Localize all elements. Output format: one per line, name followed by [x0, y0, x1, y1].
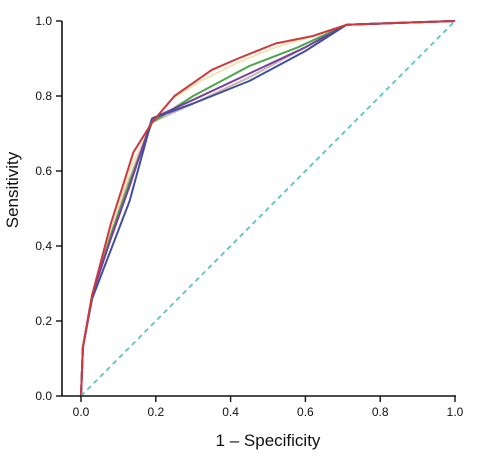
x-tick-label: 0.4 [222, 405, 239, 419]
x-tick-label: 1.0 [447, 405, 464, 419]
axes-layer [61, 21, 456, 397]
y-tick-label: 1.0 [35, 14, 52, 28]
y-tick-label: 0.6 [35, 164, 52, 178]
x-tick-label: 0.2 [147, 405, 164, 419]
x-tick-label: 0.0 [73, 405, 90, 419]
y-tick-label: 0.0 [35, 389, 52, 403]
ticks-layer: 0.0 0.2 0.4 0.6 0.8 1.0 0.0 0.2 0.4 0.6 0.8 1.0 [35, 14, 463, 419]
x-tick-label: 0.8 [372, 405, 389, 419]
roc-curve-6 [80, 20, 456, 397]
y-tick-label: 0.8 [35, 89, 52, 103]
reference-diagonal-line [80, 20, 456, 397]
y-tick-label: 0.4 [35, 239, 52, 253]
y-axis-title: Sensitivity [3, 151, 22, 228]
y-tick-label: 0.2 [35, 314, 52, 328]
x-tick-label: 0.6 [297, 405, 314, 419]
x-axis-title: 1 – Specificity [216, 431, 321, 450]
series-layer [80, 20, 456, 397]
